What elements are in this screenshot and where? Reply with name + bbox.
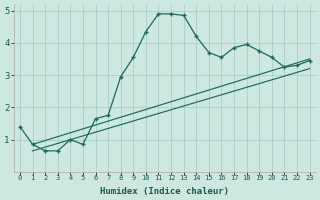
- X-axis label: Humidex (Indice chaleur): Humidex (Indice chaleur): [100, 187, 229, 196]
